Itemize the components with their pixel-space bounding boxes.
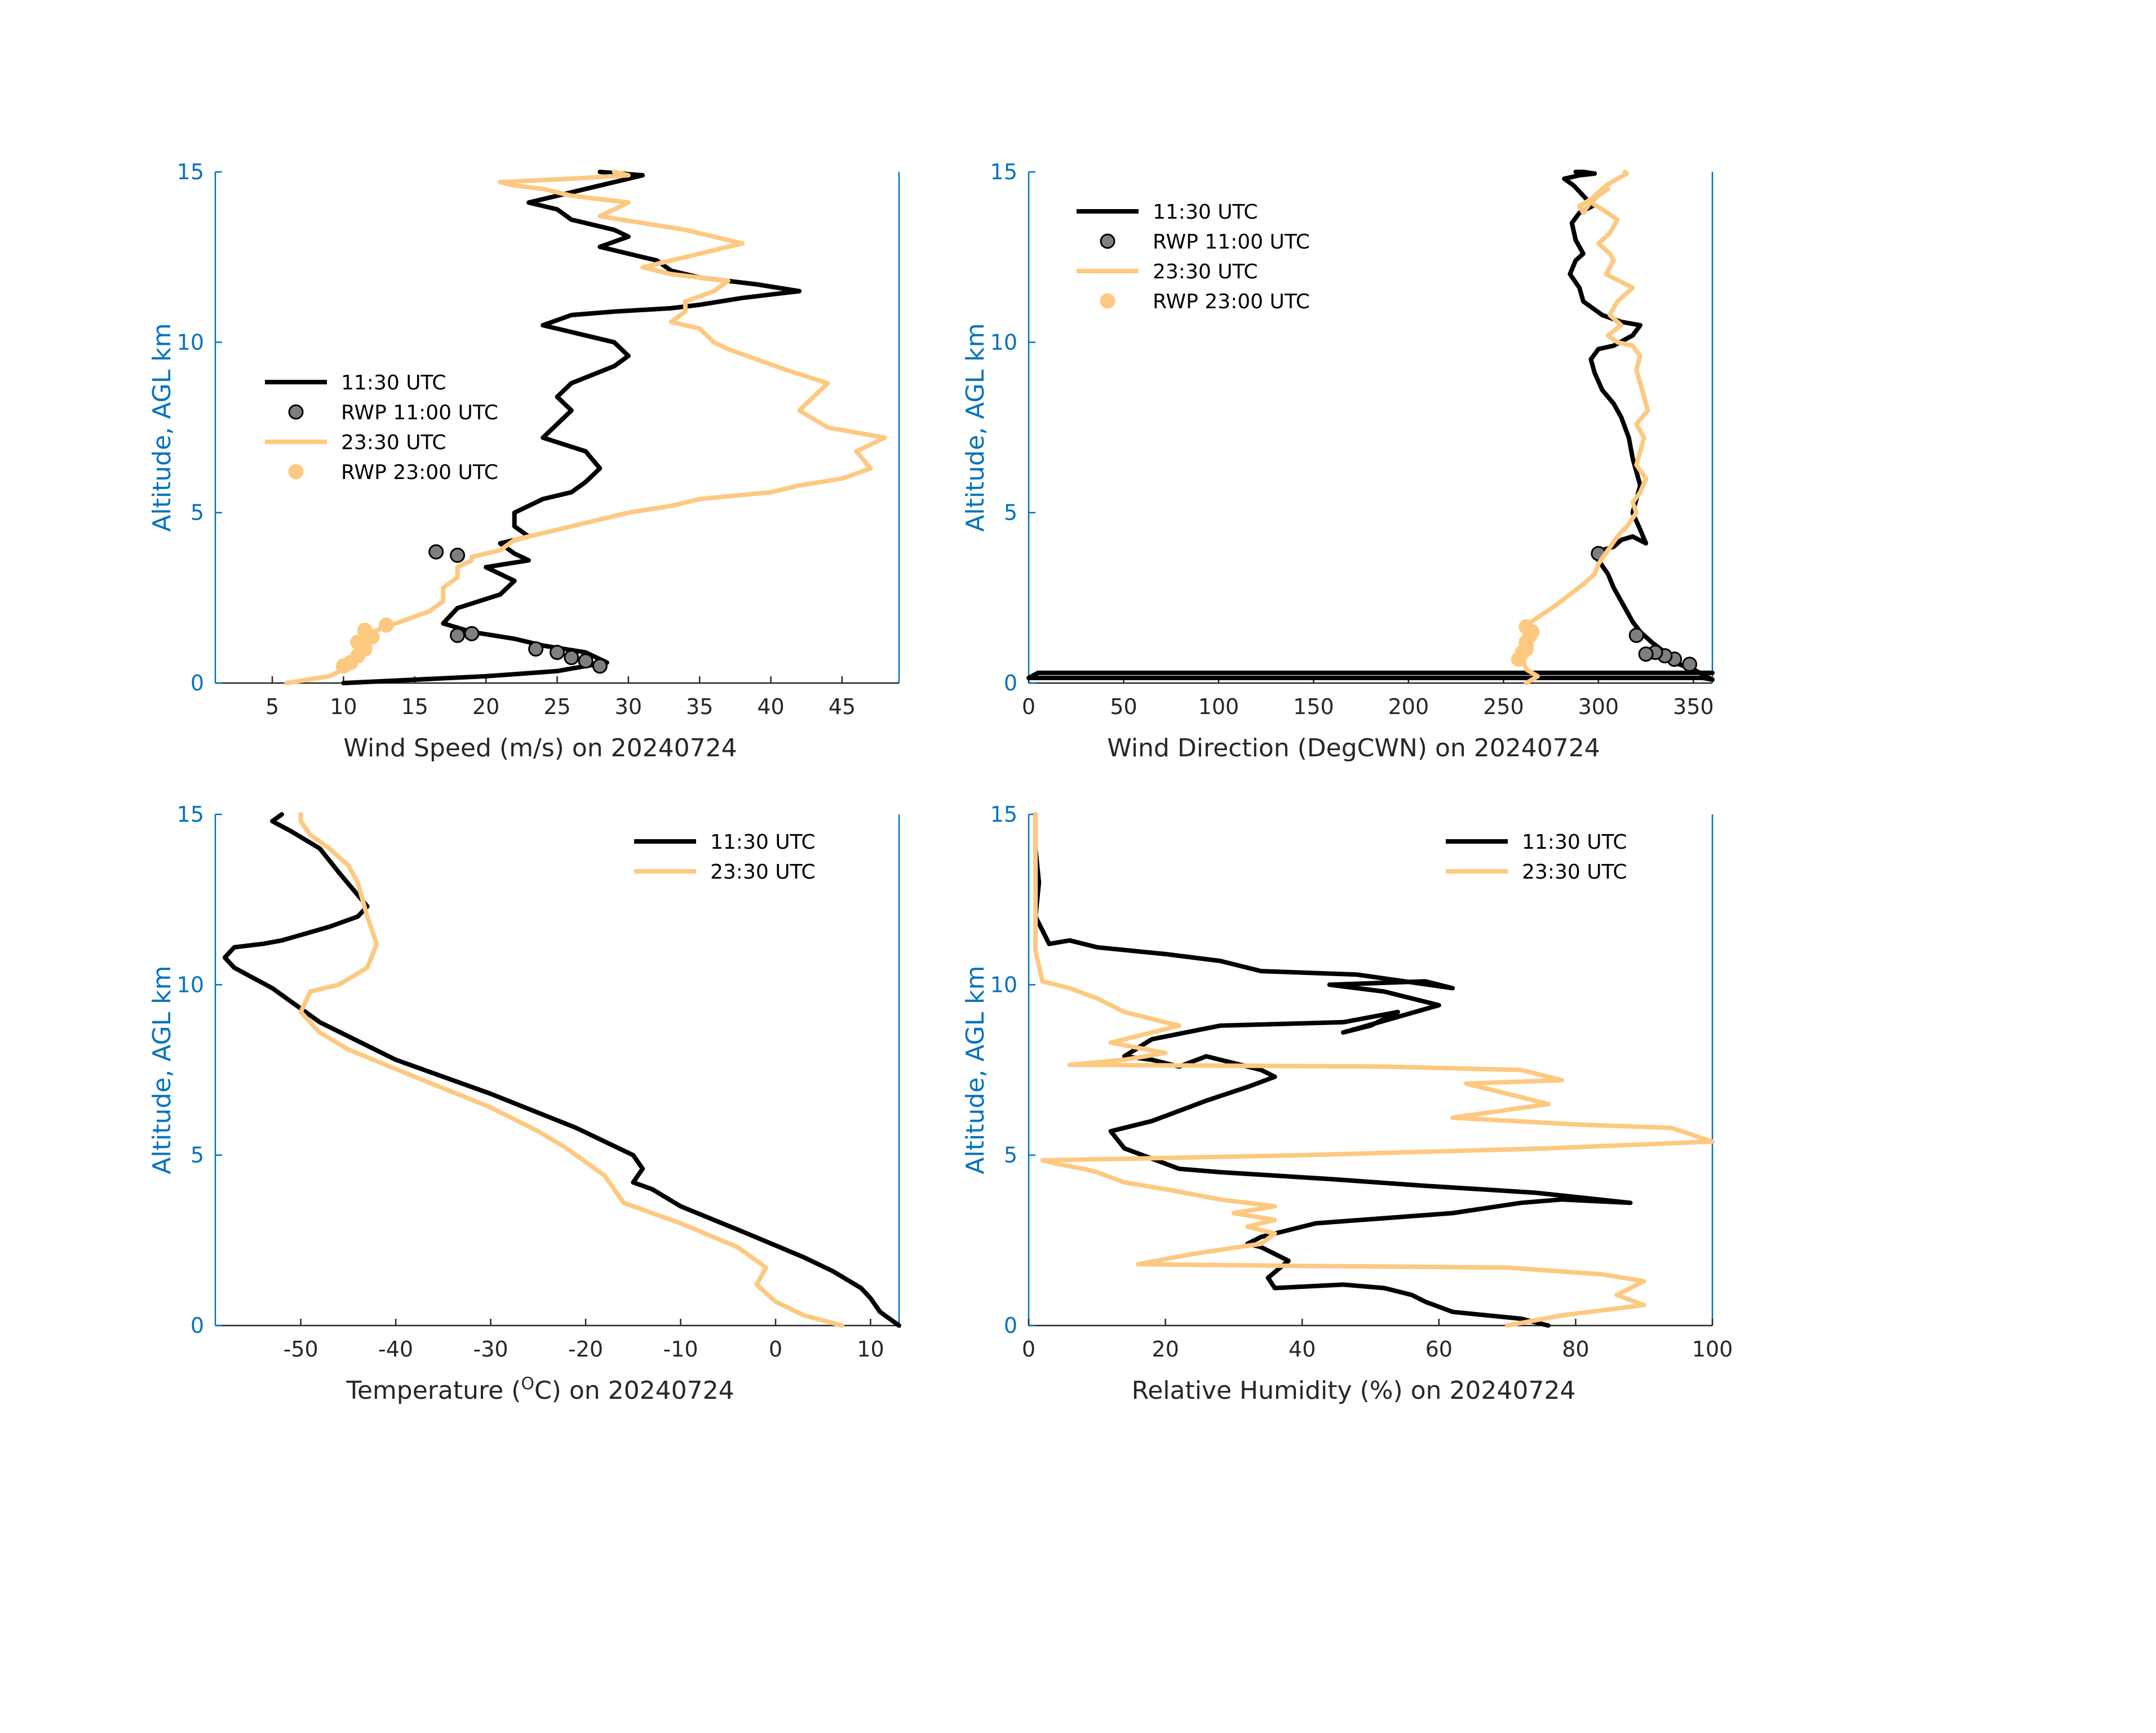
legend-label-rwp-23-00-utc: RWP 23:00 UTC <box>341 461 498 484</box>
x-tick-label: -20 <box>568 1337 603 1362</box>
y-tick-label: 5 <box>1004 500 1017 525</box>
y-tick-label: 10 <box>177 330 204 354</box>
x-tick-label: -50 <box>284 1337 318 1362</box>
legend-swatch-rwp-23-00-utc <box>288 464 304 480</box>
y-tick-label: 5 <box>1004 1143 1017 1168</box>
data-point-rwp-11-00-utc <box>428 544 444 560</box>
y-tick-label: 0 <box>1004 671 1017 695</box>
x-tick-label: 15 <box>401 694 428 719</box>
x-tick-label: 30 <box>615 694 642 719</box>
x-axis-label: Wind Speed (m/s) on 20240724 <box>343 734 737 763</box>
x-axis-label: Relative Humidity (%) on 20240724 <box>1132 1376 1576 1405</box>
data-point-rwp-11-00-utc <box>464 626 480 641</box>
x-tick-label: 40 <box>1289 1337 1316 1362</box>
legend-label-23-30-utc: 23:30 UTC <box>341 431 446 454</box>
data-point-rwp-23-00-utc <box>378 617 394 633</box>
y-tick-label: 0 <box>191 1313 204 1338</box>
series-line-11-30-utc <box>341 170 802 685</box>
x-tick-label: 0 <box>1022 694 1035 719</box>
data-point-rwp-11-00-utc <box>450 547 466 563</box>
x-tick-label: 35 <box>686 694 713 719</box>
x-tick-label: 80 <box>1562 1337 1589 1362</box>
y-axis-label: Altitude, AGL km <box>961 323 990 531</box>
y-tick-label: 15 <box>990 159 1017 184</box>
y-tick-label: 10 <box>990 330 1017 354</box>
x-tick-label: 40 <box>757 694 784 719</box>
x-tick-label: 45 <box>829 694 856 719</box>
data-point-rwp-11-00-utc <box>450 627 466 643</box>
chart-relative-humidity: 0 5 10 15 0 20 40 60 80 100 Altitude, AGL km Relati… <box>961 802 1733 1405</box>
legend-label-rwp-23-00-utc: RWP 23:00 UTC <box>1153 290 1310 313</box>
x-tick-label: 10 <box>857 1337 884 1362</box>
x-tick-label: 350 <box>1673 694 1714 719</box>
x-tick-label: 0 <box>1022 1337 1035 1362</box>
data-point-rwp-11-00-utc <box>1638 646 1654 662</box>
legend-label-11-30-utc: 11:30 UTC <box>710 831 816 854</box>
data-point-rwp-11-00-utc <box>564 650 579 666</box>
x-tick-label: 25 <box>543 694 570 719</box>
legend-swatch-rwp-11-00-utc <box>1100 233 1115 249</box>
x-tick-label: 60 <box>1425 1337 1453 1362</box>
x-tick-label: -40 <box>378 1337 413 1362</box>
x-axis-label: Temperature (OC) on 20240724 <box>346 1374 734 1406</box>
x-tick-label: -10 <box>663 1337 698 1362</box>
x-tick-label: 5 <box>265 694 279 719</box>
legend-label-23-30-utc: 23:30 UTC <box>1153 260 1258 283</box>
legend-label-23-30-utc: 23:30 UTC <box>1522 861 1627 884</box>
data-point-rwp-11-00-utc <box>528 641 544 657</box>
x-axis-label: Wind Direction (DegCWN) on 20240724 <box>1107 734 1600 763</box>
series-line-11-30-utc <box>1033 812 1633 1328</box>
x-tick-label: 20 <box>1152 1337 1179 1362</box>
series-line-11-30-utc <box>222 812 901 1328</box>
x-tick-label: 10 <box>330 694 357 719</box>
x-tick-label: 20 <box>472 694 499 719</box>
series-line-11-30-utc <box>1026 170 1715 682</box>
chart-wind-speed: 0 5 10 15 5 10 15 20 25 30 35 40 45 Altitude, AGL km W… <box>148 159 900 763</box>
data-point-rwp-11-00-utc <box>578 653 594 669</box>
y-axis-label: Altitude, AGL km <box>148 965 176 1174</box>
legend-swatch-rwp-23-00-utc <box>1100 293 1115 309</box>
x-tick-label: 50 <box>1110 694 1137 719</box>
legend-label-11-30-utc: 11:30 UTC <box>341 371 446 395</box>
y-tick-label: 10 <box>990 972 1017 997</box>
series-line-23-30-utc <box>1520 170 1650 685</box>
y-axis-label: Altitude, AGL km <box>961 965 990 1174</box>
y-tick-label: 5 <box>191 1143 204 1168</box>
data-point-rwp-23-00-utc <box>357 622 373 638</box>
y-tick-label: 0 <box>1004 1313 1017 1338</box>
x-tick-label: 100 <box>1692 1337 1733 1362</box>
y-axis-label: Altitude, AGL km <box>148 323 176 531</box>
series-line-23-30-utc <box>284 170 887 685</box>
x-tick-label: 250 <box>1483 694 1524 719</box>
y-tick-label: 5 <box>191 500 204 525</box>
series-line-23-30-utc <box>1033 812 1715 1328</box>
legend-label-rwp-11-00-utc: RWP 11:00 UTC <box>341 401 498 424</box>
data-point-rwp-11-00-utc <box>550 645 565 661</box>
legend-label-rwp-11-00-utc: RWP 11:00 UTC <box>1153 231 1310 254</box>
y-tick-label: 15 <box>177 159 204 184</box>
legend-label-11-30-utc: 11:30 UTC <box>1522 831 1627 854</box>
x-tick-label: 150 <box>1293 694 1334 719</box>
data-point-rwp-23-00-utc <box>1519 619 1534 635</box>
y-tick-label: 10 <box>177 972 204 997</box>
data-point-rwp-11-00-utc <box>1628 627 1644 643</box>
x-tick-label: -30 <box>473 1337 508 1362</box>
legend-label-23-30-utc: 23:30 UTC <box>710 861 816 884</box>
x-tick-label: 0 <box>769 1337 782 1362</box>
x-tick-label: 200 <box>1388 694 1429 719</box>
y-tick-label: 15 <box>177 802 204 827</box>
x-tick-label: 100 <box>1198 694 1239 719</box>
data-point-rwp-11-00-utc <box>592 658 608 674</box>
y-tick-label: 0 <box>191 671 204 695</box>
legend-swatch-rwp-11-00-utc <box>288 404 304 420</box>
x-tick-label: 300 <box>1578 694 1619 719</box>
series-line-23-30-utc <box>298 812 844 1328</box>
legend-label-11-30-utc: 11:30 UTC <box>1153 201 1258 224</box>
data-point-rwp-11-00-utc <box>1682 657 1698 672</box>
y-tick-label: 15 <box>990 802 1017 827</box>
data-point-rwp-23-00-utc <box>350 634 366 650</box>
